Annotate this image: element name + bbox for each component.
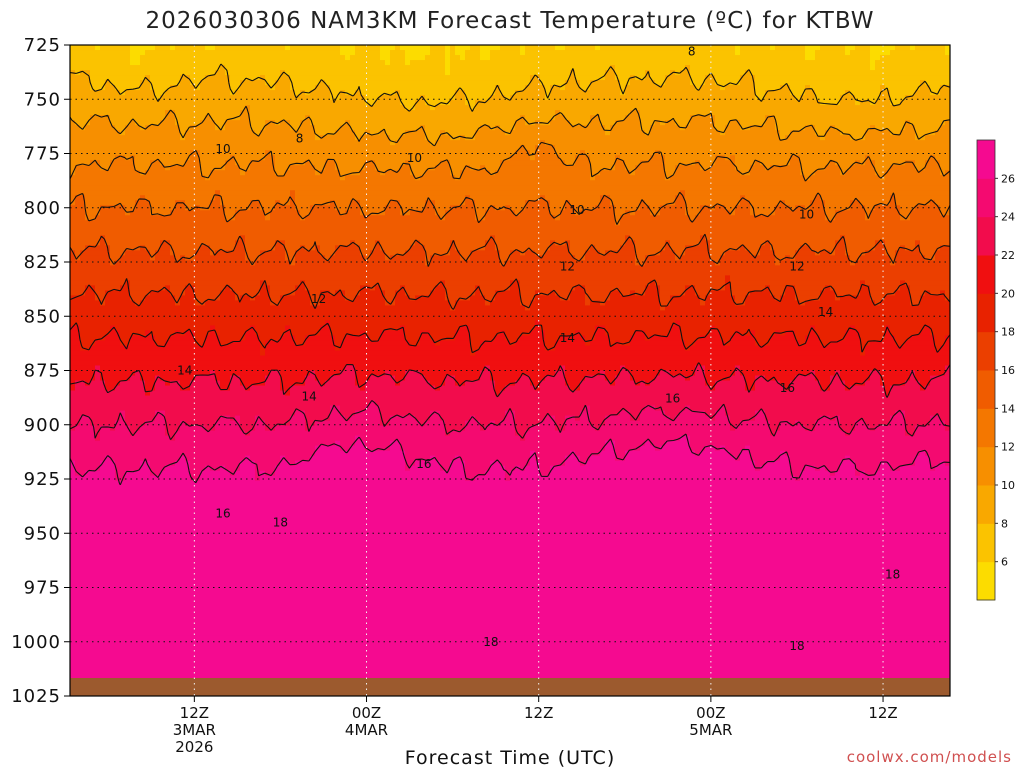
- colorbar-legend: 6 8 10 12 14 16 18 20 22 24 26: [976, 139, 1015, 601]
- colorbar-label: 14: [1001, 402, 1015, 415]
- isotherm-26: [70, 433, 950, 486]
- x-tick-label: 5MAR: [689, 721, 732, 739]
- colorbar-label: 12: [1001, 441, 1015, 454]
- x-axis-title: Forecast Time (UTC): [405, 747, 615, 768]
- isotherm-22: [70, 362, 950, 398]
- y-tick-label: 925: [24, 469, 61, 490]
- isotherm-14: [70, 191, 950, 225]
- y-tick-label: 750: [24, 89, 61, 110]
- contour-label: 12: [311, 292, 326, 306]
- colorbar-swatch: [977, 523, 995, 563]
- x-tick-label: 00Z: [696, 704, 725, 722]
- x-tick-label: 12Z: [524, 704, 553, 722]
- colorbar-swatch: [977, 408, 995, 448]
- contour-label: 16: [780, 381, 795, 395]
- y-tick-label: 825: [24, 252, 61, 273]
- colorbar-label: 24: [1001, 211, 1015, 224]
- x-tick-label: 12Z: [868, 704, 897, 722]
- x-tick-label: 2026: [175, 738, 213, 756]
- colorbar-swatch: [977, 370, 995, 409]
- y-tick-label: 725: [24, 35, 61, 56]
- colorbar-label: 18: [1001, 326, 1015, 339]
- contour-label: 12: [789, 259, 804, 273]
- colorbar-swatch: [977, 140, 995, 179]
- contour-labels: 8 8 10 10 10 10 12 12 12 14 14 14 14 16 16 16 16 18 18 18 18: [177, 45, 900, 654]
- y-tick-label: 1000: [11, 632, 61, 653]
- contour-label: 10: [407, 151, 422, 165]
- contour-label: 14: [177, 364, 192, 378]
- colorbar-swatch: [977, 485, 995, 524]
- colorbar-label: 10: [1001, 479, 1015, 492]
- colorbar-swatch: [977, 178, 995, 218]
- y-tick-label: 950: [24, 523, 61, 544]
- contour-label: 10: [215, 142, 230, 156]
- contour-label: 14: [301, 390, 316, 404]
- contour-label: 18: [273, 515, 288, 529]
- isotherm-20: [70, 322, 950, 354]
- contour-label: 16: [215, 507, 230, 521]
- colorbar-label: 8: [1001, 517, 1008, 530]
- contour-label: 8: [688, 45, 696, 59]
- y-tick-label: 800: [24, 198, 61, 219]
- credit-text: coolwx.com/models: [847, 748, 1012, 766]
- colorbar-swatch: [977, 216, 995, 256]
- isotherm-12: [70, 141, 950, 182]
- colorbar-label: 26: [1001, 172, 1015, 185]
- y-axis: 725 750 775 800 825 850 875 900 925 950 975 1000 102…: [11, 35, 70, 707]
- colorbar-label: 6: [1001, 556, 1008, 569]
- y-tick-label: 900: [24, 415, 61, 436]
- isotherm-24: [70, 400, 950, 440]
- isotherm-contours: [70, 63, 950, 486]
- contour-label: 14: [818, 305, 833, 319]
- colorbar-label: 16: [1001, 364, 1015, 377]
- contour-label: 16: [665, 392, 680, 406]
- x-tick-label: 00Z: [352, 704, 381, 722]
- colorbar-label: 22: [1001, 249, 1015, 262]
- y-tick-label: 975: [24, 578, 61, 599]
- terrain-below-surface: [70, 678, 950, 696]
- contour-label: 18: [789, 639, 804, 653]
- colorbar-swatch: [977, 331, 995, 371]
- contour-label: 10: [569, 203, 584, 217]
- x-tick-label: 4MAR: [345, 721, 388, 739]
- x-tick-label: 3MAR: [173, 721, 216, 739]
- contour-label: 18: [483, 635, 498, 649]
- isotherm-16: [70, 233, 950, 267]
- isotherm-8: [70, 63, 950, 112]
- contour-label: 12: [560, 259, 575, 273]
- contour-label: 14: [560, 331, 575, 345]
- colorbar-swatch: [977, 255, 995, 294]
- isotherm-10: [70, 106, 950, 147]
- contour-label: 18: [885, 567, 900, 581]
- isotherm-18: [70, 278, 950, 310]
- contour-label: 16: [416, 457, 431, 471]
- colorbar-swatch: [977, 446, 995, 486]
- colorbar-label: 20: [1001, 287, 1015, 300]
- contour-label: 8: [296, 131, 304, 145]
- contour-label: 10: [799, 207, 814, 221]
- colorbar-swatch: [977, 293, 995, 333]
- colorbar-swatch: [977, 561, 995, 601]
- y-tick-label: 875: [24, 361, 61, 382]
- x-tick-label: 12Z: [180, 704, 209, 722]
- y-tick-label: 850: [24, 306, 61, 327]
- y-tick-label: 1025: [11, 686, 61, 707]
- chart-title: 2026030306 NAM3KM Forecast Temperature (…: [145, 8, 874, 34]
- y-tick-label: 775: [24, 144, 61, 165]
- gridlines: [70, 45, 950, 696]
